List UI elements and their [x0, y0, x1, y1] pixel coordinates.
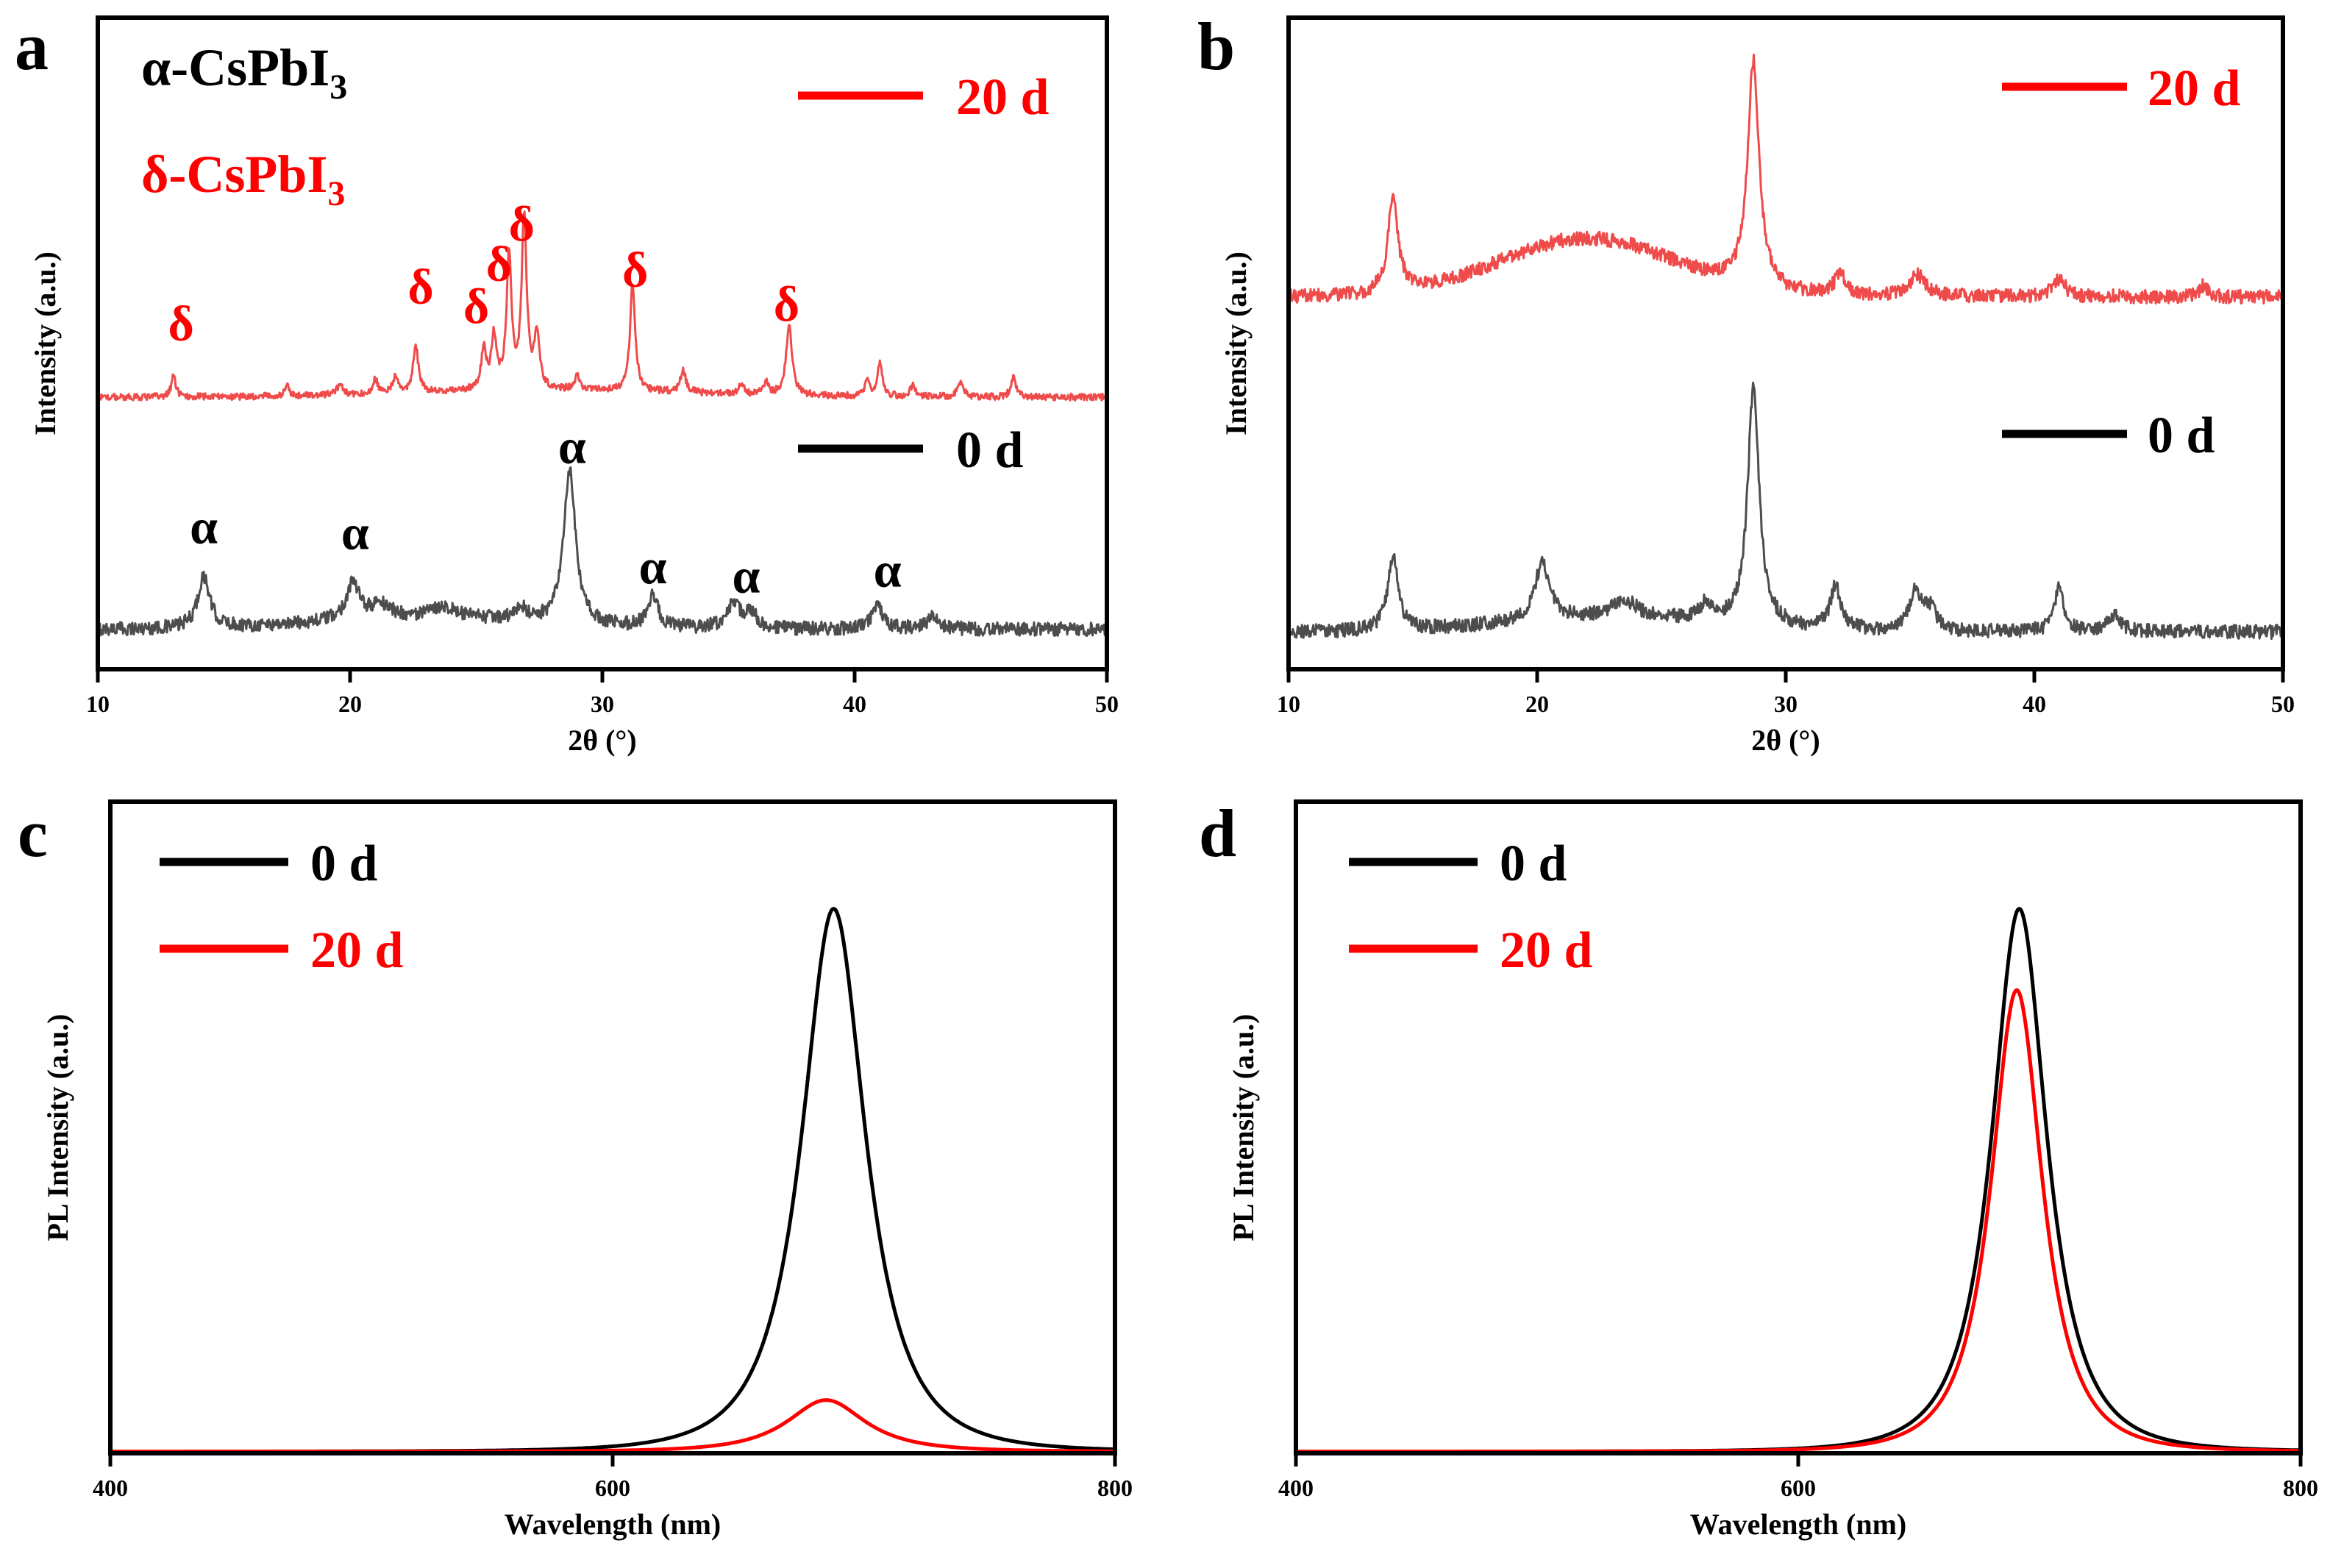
series-line-20d: [96, 210, 1108, 402]
x-tick-label: 40: [2023, 691, 2046, 717]
x-tick-label: 600: [1781, 1475, 1816, 1501]
legend-label: 0 d: [956, 422, 1024, 479]
x-tick-label: 800: [2283, 1475, 2318, 1501]
panel-d: d 400 600 800 Wavelength (nm) PL Intensity (a…: [1199, 796, 2318, 1541]
peak-annotation: α: [874, 542, 902, 598]
series-group: [1295, 907, 2301, 1454]
x-tick-label: 20: [338, 691, 362, 717]
x-tick-label: 50: [1095, 691, 1119, 717]
panel-a: a 10 20 30 40 50 2θ (°) Intensity (a.u.) 20 d 0 d…: [15, 9, 1119, 757]
panel-letter: d: [1199, 796, 1236, 871]
plot-frame: [1286, 15, 2285, 671]
peak-annotation: δ: [774, 276, 799, 332]
plot-frame: [1294, 799, 2303, 1455]
panel-letter: b: [1197, 9, 1235, 84]
x-tick-label: 600: [595, 1475, 630, 1501]
x-tick-label: 50: [2271, 691, 2295, 717]
peak-annotation: δ: [168, 295, 194, 351]
x-axis-label: 2θ (°): [1751, 724, 1820, 757]
series-group: [1287, 53, 2284, 640]
x-tick-label: 400: [93, 1475, 128, 1501]
peak-annotation: δ: [486, 236, 512, 292]
legend-label: 20 d: [2148, 60, 2241, 117]
legend-label: 0 d: [1500, 835, 1567, 892]
y-axis-label: Intensity (a.u.): [29, 252, 62, 435]
legend-label: 20 d: [310, 922, 404, 979]
x-axis-label: Wavelength (nm): [505, 1508, 721, 1541]
y-axis-label: PL Intensity (a.u.): [41, 1014, 74, 1241]
series-line-20d: [1287, 53, 2284, 305]
peak-annotation: α: [733, 548, 760, 604]
panel-letter: a: [15, 9, 49, 84]
x-tick-label: 10: [1277, 691, 1300, 717]
series-line-0d: [110, 907, 1116, 1454]
phase-title: α-CsPbI3: [141, 38, 347, 107]
panel-letter: c: [18, 796, 48, 871]
panel-b: b 10 20 30 40 50 2θ (°) Intensity (a.u.) 20 d 0 d: [1197, 9, 2295, 757]
x-tick-label: 30: [591, 691, 614, 717]
y-axis-label: Intensity (a.u.): [1219, 252, 1253, 435]
x-axis-label: 2θ (°): [568, 724, 637, 757]
legend-label: 0 d: [310, 835, 378, 892]
panel-c: c 400 600 800 Wavelength (nm) PL Intensity (a…: [18, 796, 1133, 1541]
peak-annotation: δ: [463, 278, 489, 334]
legend-label: 20 d: [1500, 922, 1593, 979]
series-group: [96, 210, 1108, 638]
plot-frame: [108, 799, 1117, 1455]
peak-annotation: δ: [509, 196, 535, 252]
series-line-0d: [1295, 907, 2301, 1454]
peak-annotation: δ: [407, 259, 433, 315]
series-line-0d: [1287, 381, 2284, 640]
peak-annotation: δ: [622, 241, 648, 297]
peak-annotation: α: [190, 499, 218, 555]
x-tick-label: 20: [1525, 691, 1549, 717]
series-line-20d: [1295, 988, 2301, 1454]
legend-label: 0 d: [2148, 407, 2215, 464]
series-group: [110, 907, 1116, 1454]
x-axis-label: Wavelength (nm): [1690, 1508, 1906, 1541]
x-tick-label: 40: [843, 691, 866, 717]
x-tick-label: 30: [1774, 691, 1798, 717]
x-tick-label: 10: [86, 691, 110, 717]
legend-label: 20 d: [956, 69, 1050, 126]
peak-annotation: α: [639, 538, 667, 594]
x-tick-label: 400: [1278, 1475, 1314, 1501]
peak-annotation: α: [341, 505, 369, 560]
peak-annotation: α: [558, 418, 586, 474]
phase-title: δ-CsPbI3: [141, 145, 345, 213]
x-tick-label: 800: [1097, 1475, 1133, 1501]
y-axis-label: PL Intensity (a.u.): [1227, 1014, 1260, 1241]
series-line-0d: [97, 466, 1108, 638]
